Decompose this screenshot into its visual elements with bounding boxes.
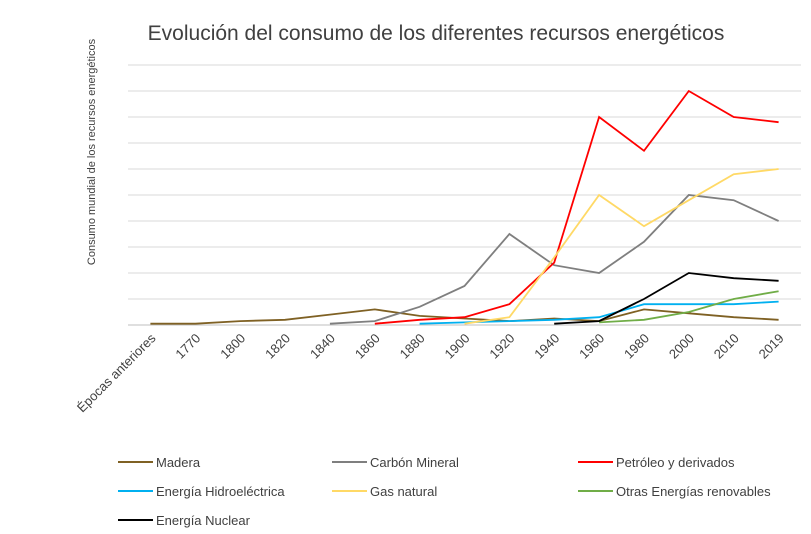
y-axis-label: Consumo mundial de los recursos energéti… [86, 38, 98, 265]
legend-label: Carbón Mineral [370, 455, 459, 470]
chart-title: Evolución del consumo de los diferentes … [148, 22, 725, 45]
legend-label: Madera [156, 455, 201, 470]
series-line [464, 168, 779, 325]
legend-label: Otras Energías renovables [616, 484, 771, 499]
series-line [329, 194, 779, 325]
series-line [374, 89, 779, 325]
series-line [599, 290, 779, 324]
series-line [554, 272, 779, 325]
legend-label: Energía Hidroeléctrica [156, 484, 285, 499]
legend-label: Energía Nuclear [156, 513, 251, 528]
legend-label: Petróleo y derivados [616, 455, 735, 470]
legend-label: Gas natural [370, 484, 437, 499]
series-line [150, 308, 779, 325]
